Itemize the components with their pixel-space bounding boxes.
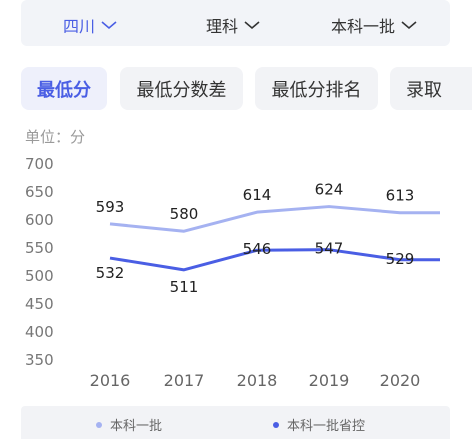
x-tick-label: 2016 (90, 371, 131, 390)
chevron-down-icon (401, 21, 417, 30)
data-label: 614 (243, 186, 272, 204)
y-tick-label: 600 (25, 211, 54, 229)
legend-label-series-2: 本科一批省控 (287, 419, 366, 434)
legend-item-series-2[interactable]: 本科一批省控 (273, 415, 365, 434)
subject-filter-label: 理科 (206, 17, 239, 36)
x-axis: 2016 2017 2018 2019 2020 (90, 371, 421, 390)
y-tick-label: 700 (25, 155, 54, 173)
legend-dot-series-1 (96, 421, 102, 428)
y-tick-label: 650 (25, 183, 54, 201)
unit-label: 单位：分 (25, 128, 86, 146)
tab-min-score-rank[interactable]: 最低分排名 (255, 67, 378, 110)
legend-dot-series-2 (273, 421, 279, 428)
data-label: 580 (170, 205, 199, 223)
y-tick-label: 500 (25, 267, 54, 285)
y-axis: 700 650 600 550 500 450 400 350 (25, 155, 54, 369)
chevron-down-icon (244, 21, 260, 30)
batch-filter-label: 本科一批 (331, 17, 396, 36)
tab-admission[interactable]: 录取 (390, 67, 472, 110)
y-tick-label: 450 (25, 295, 54, 313)
chevron-down-icon (101, 21, 117, 30)
province-filter[interactable]: 四川 (63, 13, 117, 37)
y-tick-label: 350 (25, 351, 54, 369)
series-line-1 (109, 205, 440, 233)
data-label: 593 (96, 198, 125, 216)
province-filter-label: 四川 (63, 17, 96, 36)
data-label: 624 (315, 181, 344, 199)
subject-filter[interactable]: 理科 (206, 13, 260, 37)
data-label: 529 (386, 250, 415, 268)
legend-item-series-1[interactable]: 本科一批 (96, 415, 162, 434)
x-tick-label: 2020 (380, 371, 421, 390)
batch-filter[interactable]: 本科一批 (331, 13, 417, 37)
x-tick-label: 2018 (237, 371, 278, 390)
tab-bar: 最低分 最低分数差 最低分排名 录取 (21, 67, 472, 111)
series-line-2 (109, 248, 440, 272)
y-tick-label: 550 (25, 239, 54, 257)
x-tick-label: 2019 (309, 371, 350, 390)
series-group: 593 580 614 624 613 532 511 546 547 529 (96, 181, 440, 296)
data-label: 511 (170, 278, 199, 296)
tab-min-score-diff[interactable]: 最低分数差 (120, 67, 243, 110)
y-tick-label: 400 (25, 323, 54, 341)
filter-bar: 四川 理科 本科一批 (21, 0, 450, 46)
data-label: 547 (315, 240, 344, 258)
x-tick-label: 2017 (164, 371, 205, 390)
legend: 本科一批 本科一批省控 (21, 406, 450, 439)
data-label: 613 (386, 187, 415, 205)
data-label: 546 (243, 240, 272, 258)
data-label: 532 (96, 264, 125, 282)
tab-min-score[interactable]: 最低分 (21, 67, 107, 110)
legend-label-series-1: 本科一批 (110, 419, 163, 434)
